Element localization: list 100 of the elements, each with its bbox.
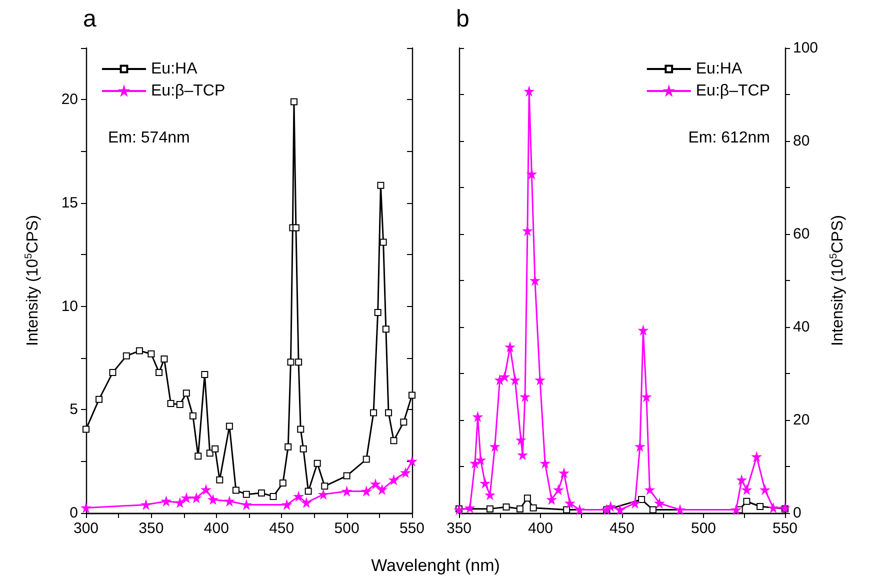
point: [527, 170, 536, 179]
point: [270, 492, 277, 500]
point: [676, 505, 685, 514]
point: [606, 502, 616, 511]
point: [295, 358, 302, 366]
chart-title: b: [456, 6, 470, 32]
point: [732, 505, 741, 514]
point: [536, 376, 545, 385]
x-tick-label: 500: [334, 520, 360, 537]
point: [385, 409, 392, 416]
point: [318, 490, 328, 499]
point: [635, 442, 644, 452]
point: [314, 460, 321, 467]
y2-axis-title: Intensity (105CPS): [828, 215, 846, 346]
point: [476, 455, 486, 464]
point: [642, 392, 651, 402]
point: [645, 485, 654, 494]
point: [575, 505, 584, 514]
legend-label: Eu:HA: [151, 60, 198, 78]
point: [378, 485, 387, 494]
x-tick-label: 450: [269, 520, 294, 537]
point: [206, 450, 214, 457]
point: [554, 485, 563, 494]
point: [141, 500, 150, 510]
point: [362, 486, 371, 496]
point: [638, 496, 646, 504]
point: [485, 490, 494, 500]
point: [242, 500, 251, 510]
point: [297, 426, 304, 433]
point: [294, 492, 304, 501]
point: [82, 426, 90, 433]
y-tick-label: 5: [70, 401, 78, 418]
point: [136, 347, 143, 354]
point: [182, 493, 191, 502]
point: [300, 445, 307, 452]
point: [530, 504, 537, 512]
point: [321, 482, 328, 490]
x-tick-label: 350: [138, 520, 164, 537]
point: [287, 358, 294, 366]
point: [162, 496, 171, 506]
point: [284, 443, 292, 450]
legend-label: Eu:β–TCP: [696, 82, 770, 100]
x-tick-label: 500: [690, 520, 716, 537]
point: [524, 86, 534, 96]
y2-tick-label: 20: [793, 412, 810, 428]
annotation: Em: 574nm: [108, 130, 190, 146]
point: [304, 488, 312, 495]
point: [654, 498, 664, 508]
point: [649, 506, 656, 514]
point: [109, 368, 116, 376]
point: [189, 412, 196, 420]
point: [565, 498, 574, 508]
point: [563, 506, 570, 514]
x-tick-label: 550: [399, 520, 425, 537]
point: [400, 418, 408, 426]
point: [522, 226, 532, 236]
point: [96, 396, 103, 403]
y-tick-label: 15: [61, 194, 78, 212]
point: [490, 442, 500, 452]
point: [768, 503, 778, 512]
point: [224, 496, 234, 506]
point: [242, 490, 250, 498]
y2-tick-label: 40: [793, 318, 810, 336]
point: [502, 503, 510, 510]
point: [208, 495, 218, 504]
point: [176, 401, 184, 408]
x-tick-label: 550: [772, 520, 798, 537]
point: [400, 468, 410, 478]
point: [377, 182, 384, 189]
point: [516, 505, 524, 512]
point: [362, 456, 370, 463]
point: [302, 498, 311, 508]
chart-title: a: [83, 6, 97, 32]
x-tick-label: 400: [204, 520, 229, 537]
point: [292, 224, 300, 232]
point: [518, 450, 528, 460]
point: [160, 356, 168, 363]
point: [389, 475, 398, 484]
annotation: Em: 612nm: [688, 130, 770, 146]
point: [756, 502, 764, 510]
point: [201, 371, 208, 378]
point: [742, 485, 752, 494]
point: [380, 238, 387, 246]
point: [408, 392, 416, 399]
point: [470, 458, 480, 468]
point: [390, 437, 398, 444]
x-tick-label: 400: [528, 520, 554, 537]
point: [486, 505, 494, 512]
point: [167, 400, 174, 407]
y2-tick-label: 0: [793, 504, 802, 522]
point: [342, 486, 352, 496]
point: [616, 505, 625, 514]
point: [473, 412, 482, 422]
point: [737, 475, 746, 484]
point: [638, 326, 648, 335]
point: [216, 476, 224, 484]
point: [370, 480, 380, 489]
point: [370, 409, 378, 416]
point: [630, 498, 640, 508]
point: [516, 435, 526, 444]
